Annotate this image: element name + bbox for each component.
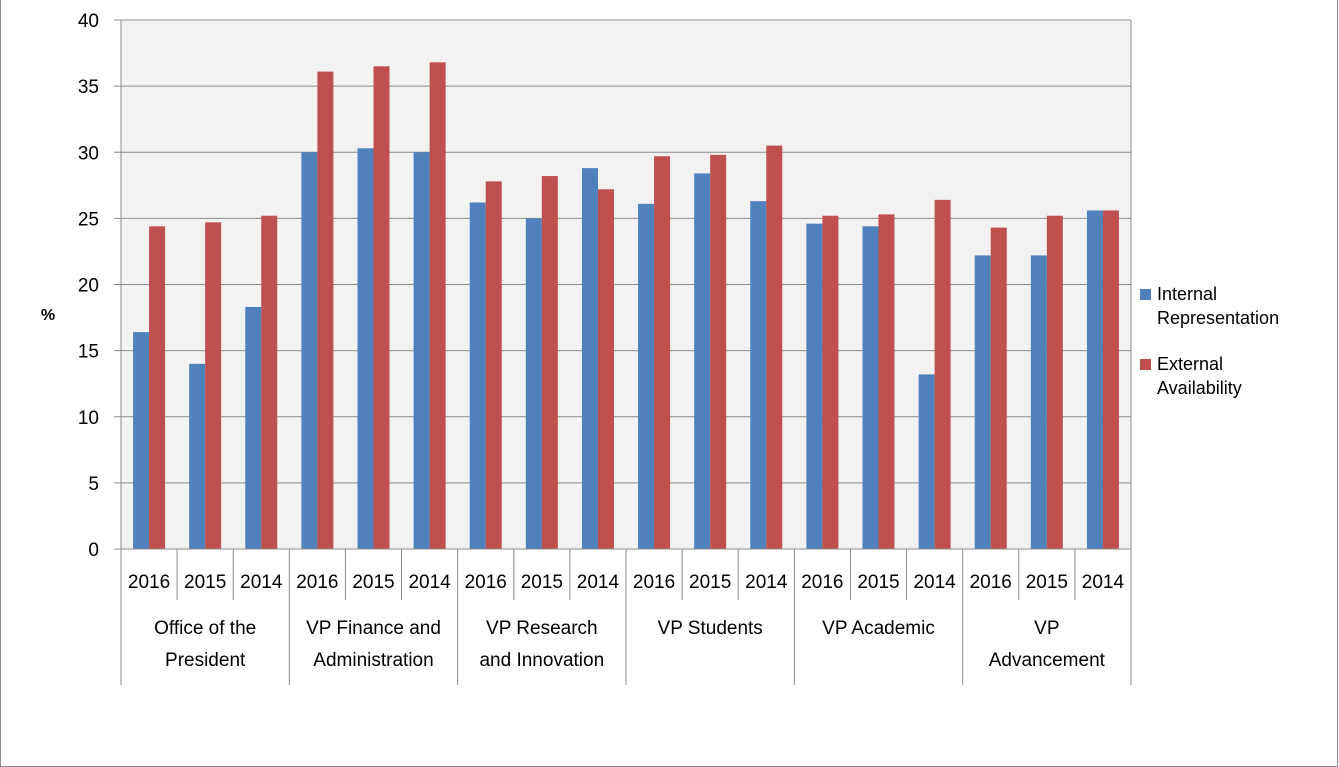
bar-internal xyxy=(469,202,486,549)
y-tick-label: 15 xyxy=(78,342,99,363)
x-tick-label: 2015 xyxy=(689,572,731,593)
x-tick-label: 2016 xyxy=(296,572,338,593)
group-label: VP Students xyxy=(658,618,763,639)
group-label: Advancement xyxy=(989,650,1106,671)
x-tick-label: 2016 xyxy=(970,572,1012,593)
x-tick-label: 2014 xyxy=(745,572,788,593)
bar-internal xyxy=(357,148,374,549)
y-tick-label: 5 xyxy=(88,474,99,495)
y-tick-label: 30 xyxy=(78,143,99,164)
y-tick-label: 35 xyxy=(78,77,99,98)
bar-internal xyxy=(974,255,991,549)
bar-external xyxy=(878,214,895,549)
x-tick-label: 2014 xyxy=(240,572,283,593)
bar-internal xyxy=(133,332,150,549)
bar-internal xyxy=(918,374,935,549)
legend-label: External xyxy=(1157,354,1223,374)
group-label: and Innovation xyxy=(479,650,604,671)
x-tick-label: 2016 xyxy=(128,572,170,593)
x-tick-label: 2015 xyxy=(857,572,899,593)
bar-internal xyxy=(189,363,206,549)
group-label: VP Academic xyxy=(822,618,935,639)
bar-external xyxy=(317,71,334,549)
legend-swatch xyxy=(1140,289,1151,300)
bar-internal xyxy=(862,226,879,549)
y-tick-label: 20 xyxy=(78,276,99,297)
bar-external xyxy=(485,181,502,549)
legend-label: Internal xyxy=(1157,284,1217,304)
group-label: Office of the xyxy=(154,618,256,639)
bar-internal xyxy=(581,168,598,549)
bar-external xyxy=(990,227,1007,549)
x-tick-label: 2015 xyxy=(184,572,226,593)
y-tick-label: 40 xyxy=(78,11,99,32)
bar-external xyxy=(429,62,446,549)
legend-label: Representation xyxy=(1157,308,1279,328)
bar-internal xyxy=(413,152,430,549)
x-tick-label: 2014 xyxy=(1082,572,1125,593)
bar-internal xyxy=(750,201,767,549)
bar-external xyxy=(261,215,278,550)
bar-external xyxy=(1102,210,1119,549)
x-tick-label: 2016 xyxy=(633,572,675,593)
bar-external xyxy=(1046,215,1063,550)
x-tick-label: 2016 xyxy=(465,572,507,593)
bar-external xyxy=(149,226,166,549)
legend-swatch xyxy=(1140,359,1151,370)
x-tick-label: 2014 xyxy=(408,572,451,593)
bar-external xyxy=(822,215,839,550)
bar-internal xyxy=(245,306,262,549)
bar-external xyxy=(710,154,727,549)
x-tick-label: 2015 xyxy=(521,572,563,593)
x-tick-label: 2014 xyxy=(577,572,620,593)
bar-external xyxy=(766,145,783,549)
bar-internal xyxy=(525,218,542,549)
bar-external xyxy=(541,176,558,549)
bar-internal xyxy=(638,203,655,549)
bar-external xyxy=(654,156,671,549)
bar-internal xyxy=(694,173,711,549)
x-tick-label: 2016 xyxy=(801,572,843,593)
legend-label: Availability xyxy=(1157,378,1242,398)
group-label: VP Finance and xyxy=(306,618,441,639)
x-tick-label: 2015 xyxy=(1026,572,1068,593)
bar-external xyxy=(373,66,390,549)
bar-internal xyxy=(1086,210,1103,549)
bar-external xyxy=(205,222,222,549)
group-label: President xyxy=(165,650,246,671)
group-label: VP xyxy=(1034,618,1059,639)
bar-internal xyxy=(806,223,823,550)
bar-external xyxy=(597,189,614,549)
y-tick-label: 10 xyxy=(78,408,99,429)
x-tick-label: 2014 xyxy=(913,572,956,593)
y-tick-label: 0 xyxy=(88,540,99,561)
x-tick-label: 2015 xyxy=(352,572,394,593)
group-label: VP Research xyxy=(486,618,598,639)
group-label: Administration xyxy=(313,650,433,671)
bar-external xyxy=(934,199,951,550)
y-tick-label: 25 xyxy=(78,209,99,230)
bar-internal xyxy=(301,152,318,549)
y-axis-title: % xyxy=(41,307,55,324)
bar-internal xyxy=(1030,255,1047,549)
